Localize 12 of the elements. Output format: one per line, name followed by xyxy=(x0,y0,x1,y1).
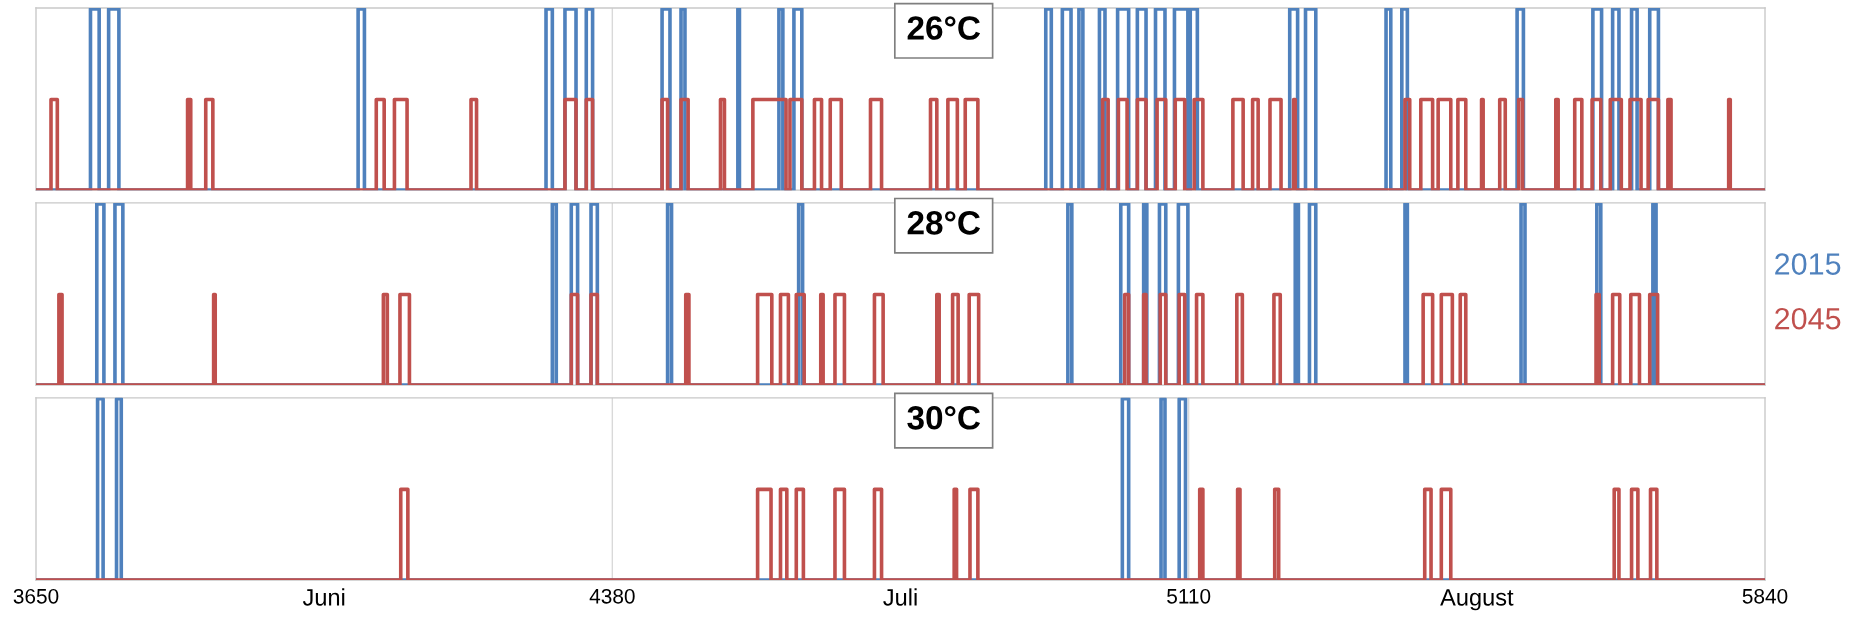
x-tick-label: Juli xyxy=(883,588,917,606)
x-tick-label: 4380 xyxy=(589,588,635,604)
text: 2015 xyxy=(1775,253,1841,275)
x-tick-label: 3650 xyxy=(13,588,59,604)
chart-title: 28°C xyxy=(907,211,981,235)
x-tick-label: Juni xyxy=(302,588,345,606)
x-tick-label: 5840 xyxy=(1742,588,1788,604)
series-label: 2045 xyxy=(1775,307,1841,330)
chart-title: 26°C xyxy=(907,16,981,40)
chart-title: 30°C xyxy=(907,406,981,430)
x-tick-label: August xyxy=(1440,589,1514,611)
x-tick-label: 5110 xyxy=(1167,588,1211,604)
